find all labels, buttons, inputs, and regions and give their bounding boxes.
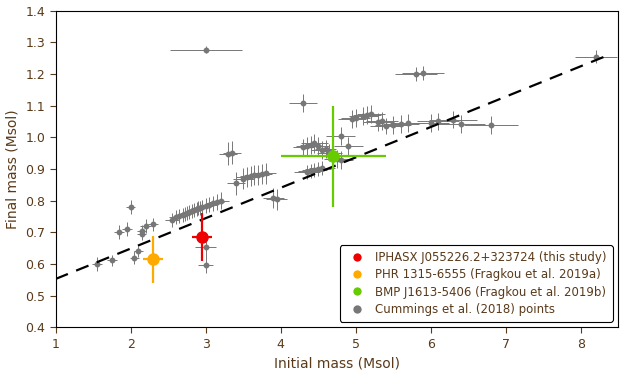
Y-axis label: Final mass (Msol): Final mass (Msol)	[6, 109, 19, 229]
Legend: IPHASX J055226.2+323724 (this study), PHR 1315-6555 (Fragkou et al. 2019a), BMP : IPHASX J055226.2+323724 (this study), PH…	[339, 246, 613, 321]
X-axis label: Initial mass (Msol): Initial mass (Msol)	[274, 356, 400, 370]
